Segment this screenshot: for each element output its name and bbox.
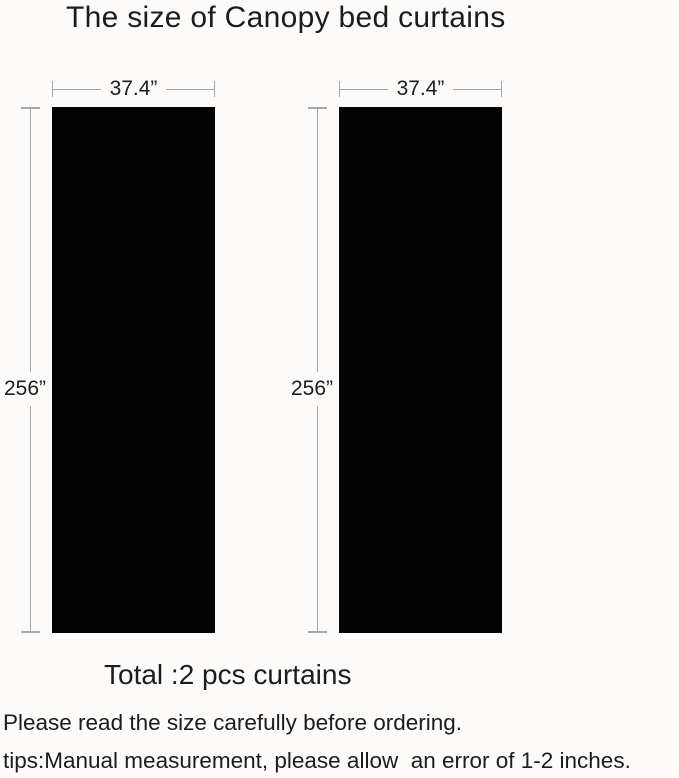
curtain-2-height-dimension: 256” [288,107,336,633]
curtain-2-width-dimension: 37.4” [339,77,502,101]
dimension-tick [21,631,40,633]
dimension-line [317,107,318,633]
curtain-1-width-dimension: 37.4” [52,77,215,101]
total-pieces-text: Total :2 pcs curtains [104,659,352,690]
curtain-2-panel [339,107,502,633]
dimension-tick [308,631,327,633]
curtain-1-height-dimension: 256” [1,107,49,633]
dimension-tick [214,81,215,97]
curtain-1-width-label: 37.4” [100,77,167,101]
curtain-1-height-label: 256” [1,372,49,406]
note-ordering: Please read the size carefully before or… [3,710,463,735]
dimension-tick [501,81,502,97]
note-measurement: tips:Manual measurement, please allow an… [3,748,631,773]
dimension-tick [21,107,40,109]
dimension-line [30,107,31,633]
page-title: The size of Canopy bed curtains [66,1,506,34]
curtain-2-height-label: 256” [288,372,336,406]
dimension-tick [339,81,340,97]
curtain-2-width-label: 37.4” [387,77,454,101]
dimension-tick [308,107,327,109]
curtain-1-panel [52,107,215,633]
dimension-tick [52,81,53,97]
